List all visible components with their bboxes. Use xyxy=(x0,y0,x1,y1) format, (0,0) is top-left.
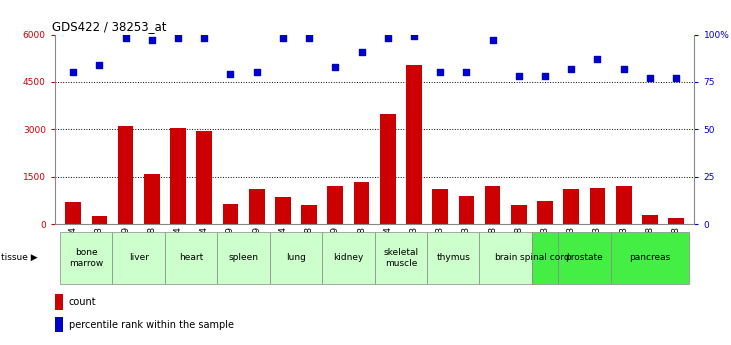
Bar xyxy=(249,189,265,224)
Text: kidney: kidney xyxy=(333,253,363,263)
Text: brain: brain xyxy=(494,253,518,263)
Point xyxy=(330,64,341,70)
Bar xyxy=(590,188,605,224)
Text: GDS422 / 38253_at: GDS422 / 38253_at xyxy=(52,20,166,33)
Bar xyxy=(354,181,369,224)
Point xyxy=(408,34,420,39)
Text: lung: lung xyxy=(286,253,306,263)
Bar xyxy=(380,114,395,224)
FancyBboxPatch shape xyxy=(165,232,217,284)
Text: tissue ▶: tissue ▶ xyxy=(1,253,38,263)
Text: heart: heart xyxy=(179,253,203,263)
Text: thymus: thymus xyxy=(436,253,470,263)
Bar xyxy=(668,218,684,224)
Point xyxy=(461,70,472,75)
FancyBboxPatch shape xyxy=(217,232,270,284)
Text: skeletal
muscle: skeletal muscle xyxy=(383,248,418,268)
Bar xyxy=(118,126,134,224)
Text: count: count xyxy=(69,297,96,307)
Text: bone
marrow: bone marrow xyxy=(69,248,103,268)
Point xyxy=(146,37,158,43)
Point xyxy=(356,49,368,54)
Bar xyxy=(275,197,291,224)
Point xyxy=(94,62,105,68)
Bar xyxy=(327,186,343,224)
Point xyxy=(591,57,603,62)
Point xyxy=(277,36,289,41)
Bar xyxy=(223,204,238,224)
FancyBboxPatch shape xyxy=(374,232,427,284)
FancyBboxPatch shape xyxy=(532,232,558,284)
Text: liver: liver xyxy=(129,253,148,263)
Bar xyxy=(197,131,212,224)
Point xyxy=(539,73,551,79)
Point xyxy=(487,37,499,43)
FancyBboxPatch shape xyxy=(558,232,610,284)
Text: spinal cord: spinal cord xyxy=(520,253,570,263)
Point xyxy=(618,66,629,71)
Text: spleen: spleen xyxy=(229,253,259,263)
Point xyxy=(670,76,682,81)
Bar xyxy=(301,205,317,224)
Point xyxy=(434,70,446,75)
Bar xyxy=(65,202,81,224)
Bar xyxy=(55,294,62,310)
Point xyxy=(513,73,525,79)
Bar xyxy=(55,317,62,333)
Text: percentile rank within the sample: percentile rank within the sample xyxy=(69,320,234,330)
Point xyxy=(382,36,393,41)
Bar xyxy=(432,189,448,224)
Bar xyxy=(511,205,526,224)
FancyBboxPatch shape xyxy=(322,232,374,284)
Point xyxy=(67,70,79,75)
FancyBboxPatch shape xyxy=(113,232,165,284)
FancyBboxPatch shape xyxy=(427,232,480,284)
Point xyxy=(224,72,236,77)
Bar xyxy=(537,200,553,224)
Bar xyxy=(564,189,579,224)
Point xyxy=(565,66,577,71)
Bar xyxy=(406,65,422,224)
Bar xyxy=(458,196,474,224)
Point xyxy=(644,76,656,81)
Point xyxy=(303,36,315,41)
Point xyxy=(120,36,132,41)
Text: prostate: prostate xyxy=(566,253,603,263)
FancyBboxPatch shape xyxy=(480,232,532,284)
Point xyxy=(198,36,210,41)
Bar xyxy=(91,216,107,224)
FancyBboxPatch shape xyxy=(270,232,322,284)
Bar xyxy=(642,215,658,224)
Text: pancreas: pancreas xyxy=(629,253,670,263)
Bar xyxy=(144,174,159,224)
FancyBboxPatch shape xyxy=(60,232,113,284)
FancyBboxPatch shape xyxy=(610,232,689,284)
Point xyxy=(173,36,184,41)
Point xyxy=(251,70,262,75)
Bar xyxy=(616,186,632,224)
Bar xyxy=(485,186,501,224)
Bar xyxy=(170,128,186,224)
